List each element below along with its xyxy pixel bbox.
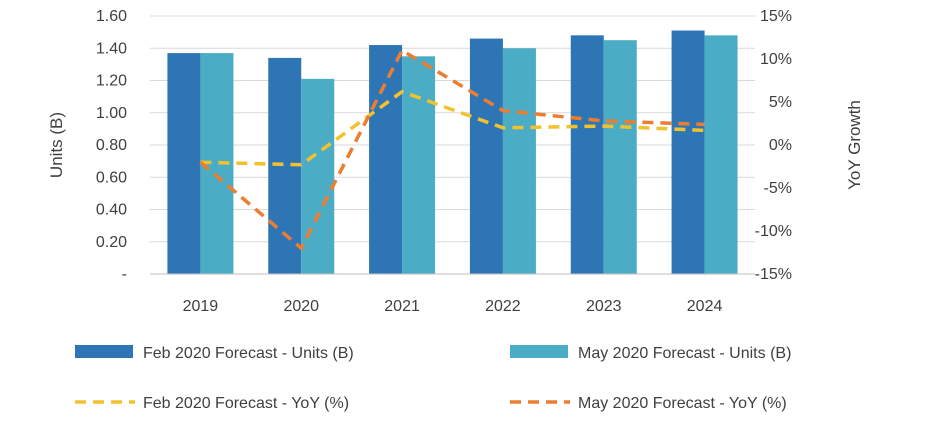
yoy-line [199,47,705,251]
legend-swatch [510,345,568,358]
y-tick-label: 1.40 [96,40,127,57]
y2-tick-label: -15% [755,266,792,283]
y2-tick-label: -5% [764,180,792,197]
bar [369,45,403,275]
y-axis-title: Units (B) [47,112,66,178]
yoy-line [200,89,705,167]
bar [469,38,503,275]
x-axis: 2019 2020 2021 2022 2023 2024 [150,273,755,315]
legend: Feb 2020 Forecast - Units (B) May 2020 Fo… [75,345,791,412]
bar [301,78,335,274]
gridlines [150,15,755,275]
bars [167,30,738,275]
bar [402,56,436,274]
y-tick-label: - [122,266,127,283]
y2-tick-label: 10% [760,51,792,68]
y-tick-label: 0.40 [96,202,127,219]
x-tick-label: 2021 [384,298,420,315]
left-y-axis: - 0.20 0.40 0.60 0.80 1.00 1.20 1.40 1.60 [96,8,127,283]
y-tick-label: 0.20 [96,234,127,251]
bar [704,35,738,274]
y-tick-label: 1.60 [96,8,127,25]
legend-label: Feb 2020 Forecast - YoY (%) [143,395,349,412]
right-y-axis: -15% -10% -5% 0% 5% 10% 15% [755,8,792,283]
bar [502,48,536,274]
y2-tick-label: -10% [755,223,792,240]
y2-tick-label: 15% [760,8,792,25]
legend-label: Feb 2020 Forecast - Units (B) [143,345,354,362]
y2-tick-label: 0% [769,137,792,154]
x-tick-label: 2020 [283,298,319,315]
legend-label: May 2020 Forecast - YoY (%) [578,395,787,412]
x-tick-label: 2023 [586,298,622,315]
bar [671,30,705,275]
y2-axis-title: YoY Growth [845,100,864,190]
y-tick-label: 1.20 [96,73,127,90]
y2-tick-label: 5% [769,94,792,111]
yoy-lines [199,47,705,251]
bar [603,40,637,274]
x-tick-label: 2022 [485,298,521,315]
x-tick-label: 2024 [687,298,723,315]
x-tick-label: 2019 [183,298,219,315]
bar [167,53,201,275]
legend-swatch [75,345,133,358]
bar [570,35,604,274]
y-tick-label: 1.00 [96,105,127,122]
y-tick-label: 0.60 [96,169,127,186]
y-tick-label: 0.80 [96,137,127,154]
legend-label: May 2020 Forecast - Units (B) [578,345,791,362]
